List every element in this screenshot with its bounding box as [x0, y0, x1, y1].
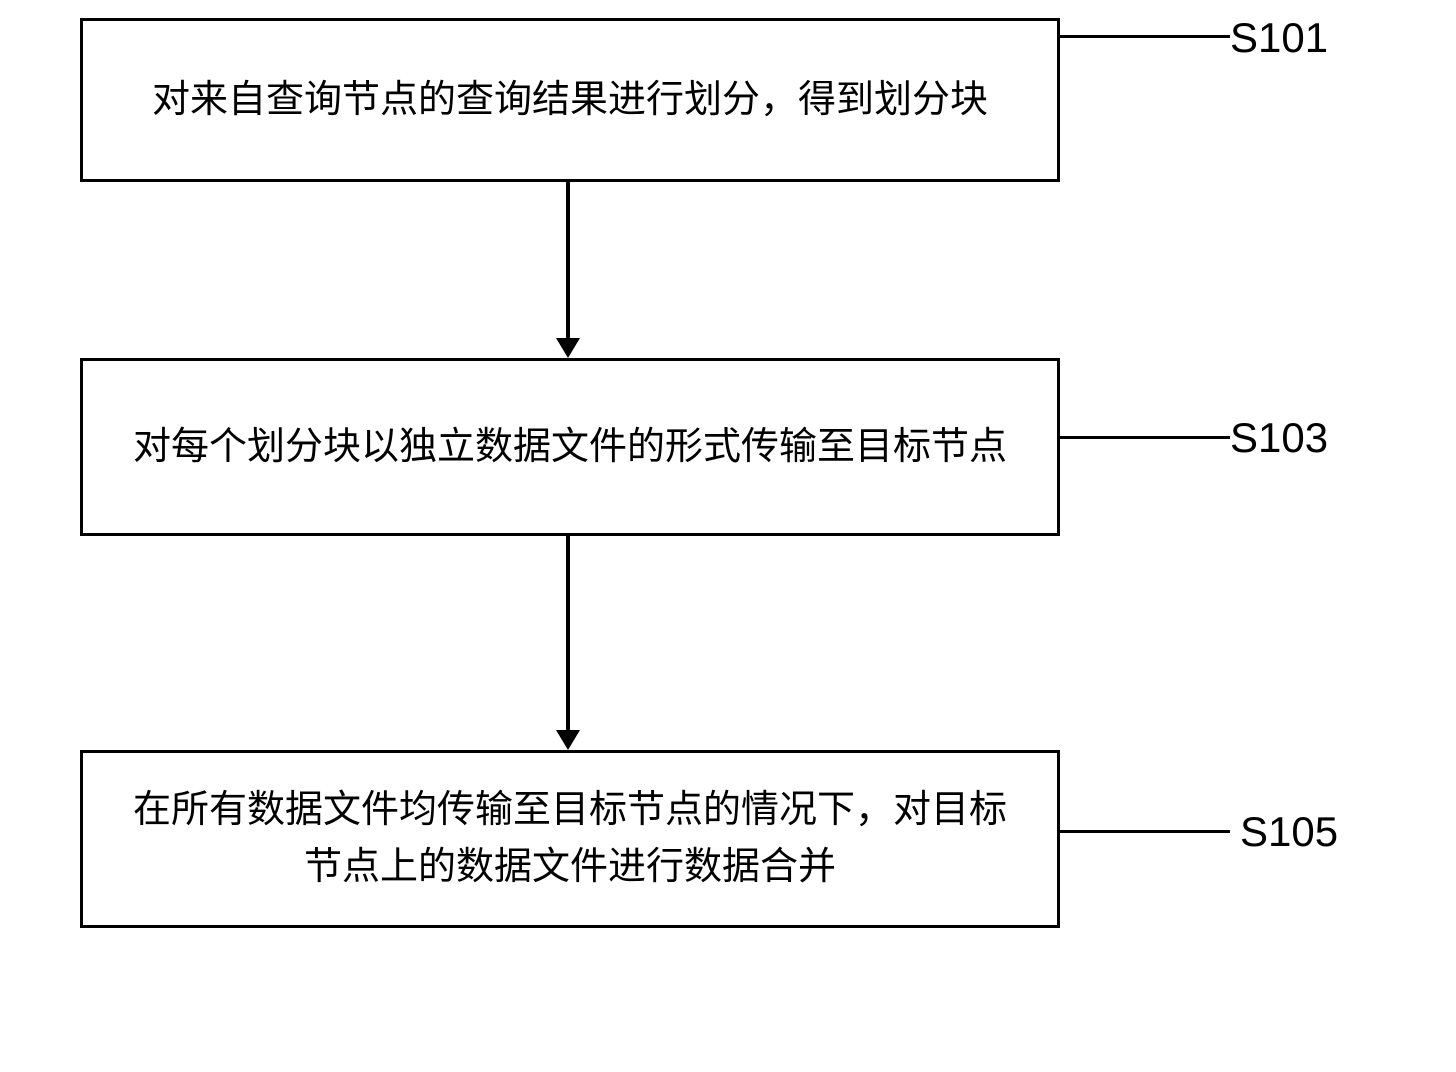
- arrow-line-2-3: [566, 536, 570, 730]
- step-label-s105: S105: [1240, 808, 1338, 856]
- arrow-line-1-2: [566, 182, 570, 338]
- connector-step2: [1060, 436, 1230, 439]
- connector-step3: [1060, 830, 1230, 833]
- flowchart-container: 对来自查询节点的查询结果进行划分，得到划分块 S101 对每个划分块以独立数据文…: [0, 0, 1456, 1072]
- flow-box-step3: 在所有数据文件均传输至目标节点的情况下，对目标节点上的数据文件进行数据合并: [80, 750, 1060, 928]
- flow-box-step2: 对每个划分块以独立数据文件的形式传输至目标节点: [80, 358, 1060, 536]
- step-label-s103: S103: [1230, 414, 1328, 462]
- flow-box-step1: 对来自查询节点的查询结果进行划分，得到划分块: [80, 18, 1060, 182]
- connector-step1: [1060, 35, 1230, 38]
- flow-box-text-step2: 对每个划分块以独立数据文件的形式传输至目标节点: [133, 419, 1007, 476]
- flow-box-text-step3: 在所有数据文件均传输至目标节点的情况下，对目标节点上的数据文件进行数据合并: [123, 782, 1017, 896]
- flow-box-text-step1: 对来自查询节点的查询结果进行划分，得到划分块: [152, 72, 988, 129]
- arrow-head-2-3: [556, 730, 580, 750]
- step-label-s101: S101: [1230, 14, 1328, 62]
- arrow-head-1-2: [556, 338, 580, 358]
